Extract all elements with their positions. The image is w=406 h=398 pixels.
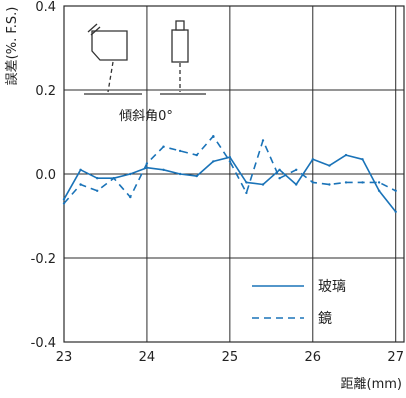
- series-2-point: [79, 183, 82, 186]
- series-1-point: [394, 210, 397, 213]
- series-1-point: [195, 174, 198, 178]
- legend-label-2: 鏡: [318, 311, 332, 327]
- series-1-point: [228, 156, 232, 159]
- series-2-point: [228, 160, 232, 163]
- beam-dashed-line: [107, 61, 114, 93]
- series-1-point: [145, 166, 149, 169]
- x-tick-label: 27: [387, 350, 404, 365]
- x-tick-label: 23: [56, 350, 73, 365]
- series-1-point: [129, 172, 132, 176]
- inset-diagram: 傾斜角0°: [84, 20, 206, 124]
- inset-label: 傾斜角0°: [119, 109, 173, 124]
- series-2-point: [212, 135, 215, 138]
- x-tick-label: 26: [305, 350, 322, 365]
- legend: 玻璃鏡: [252, 278, 346, 327]
- series-line-2: [63, 135, 397, 204]
- straight-sensor-icon: [171, 29, 189, 63]
- series-1-point: [162, 168, 165, 171]
- series-2-point: [278, 177, 281, 180]
- series-2-point: [145, 162, 149, 165]
- series-1-point: [311, 158, 314, 161]
- series-1-point: [377, 189, 381, 192]
- plot-frame: [63, 5, 405, 343]
- series-2-point: [377, 181, 381, 184]
- series-2-point: [295, 168, 298, 171]
- series-1-point: [79, 168, 82, 171]
- y-tick-label: -0.2: [31, 252, 56, 267]
- series-1-point: [295, 183, 298, 186]
- series-2-point: [261, 139, 265, 142]
- series-2-point: [361, 181, 364, 184]
- series-1-point: [261, 183, 265, 186]
- x-axis-title: 距離(mm): [341, 377, 402, 392]
- series-2-point: [394, 189, 397, 192]
- y-tick-label: 0.2: [35, 84, 56, 99]
- straight-sensor-cap-icon: [175, 20, 185, 31]
- series-2-point: [112, 177, 116, 180]
- series-1-point: [245, 181, 248, 184]
- series-1-point: [178, 172, 182, 176]
- tilted-sensor-icon: [91, 30, 128, 61]
- x-tick-label: 24: [139, 350, 156, 365]
- legend-label-1: 玻璃: [318, 278, 346, 295]
- tilted-sensor-cable-icon: [90, 26, 101, 36]
- series-2-point: [195, 153, 198, 157]
- y-tick-label: -0.4: [31, 336, 56, 351]
- series-1-point: [328, 164, 331, 167]
- y-axis-title: 誤差(%. F.S.): [4, 7, 20, 86]
- series-1-point: [212, 160, 215, 163]
- series-1-point: [278, 168, 281, 171]
- tilted-sensor-cable-icon: [87, 23, 98, 33]
- series-2-point: [162, 145, 165, 148]
- series-2-point: [178, 149, 182, 153]
- series-1-point: [62, 198, 66, 201]
- series-1-point: [96, 177, 99, 180]
- series-2-point: [129, 195, 132, 199]
- series-2-point: [328, 183, 331, 186]
- series-2-point: [96, 189, 99, 192]
- series-1-point: [344, 153, 348, 157]
- x-tick-label: 25: [222, 350, 239, 365]
- series-2-point: [62, 202, 66, 205]
- y-tick-label: 0.0: [35, 168, 56, 183]
- series-2-point: [344, 181, 348, 184]
- series-1-point: [361, 158, 364, 161]
- series-2-point: [245, 191, 248, 195]
- series-2-point: [311, 181, 314, 184]
- y-tick-label: 0.4: [35, 0, 56, 15]
